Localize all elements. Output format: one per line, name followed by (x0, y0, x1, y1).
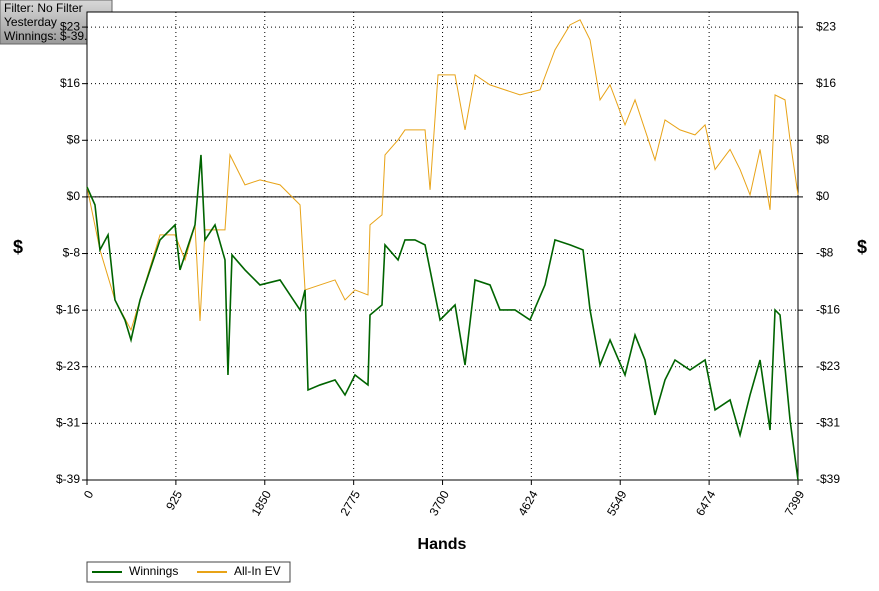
series-line (86, 154, 799, 481)
y-axis-title: $ (13, 237, 23, 257)
legend (86, 561, 291, 583)
x-tick-label: 6474 (693, 488, 719, 518)
y2-axis-title: $ (857, 237, 867, 257)
y2-tick-label: $23 (816, 19, 836, 33)
filter-text: Filter: No Filter (4, 1, 83, 15)
y2-tick-label: -$8 (816, 246, 834, 260)
y-tick-label: $-23 (56, 359, 80, 373)
x-tick-label: 3700 (426, 488, 452, 518)
period-text: Yesterday (4, 15, 57, 29)
x-tick-label: 0 (81, 488, 97, 501)
legend-label: Winnings (129, 564, 178, 578)
y-tick-label: $0 (67, 189, 81, 203)
y-tick-label: $8 (67, 132, 81, 146)
y-tick-label: $16 (60, 76, 80, 90)
x-axis-title: Hands (418, 536, 467, 553)
y-tick-label: $23 (60, 19, 80, 33)
y2-tick-label: $8 (816, 132, 830, 146)
x-tick-label: 925 (163, 488, 185, 513)
x-tick-label: 4624 (515, 488, 541, 518)
y2-tick-label: $16 (816, 76, 836, 90)
series-line (86, 19, 799, 332)
y2-tick-label: -$31 (816, 416, 840, 430)
legend-label: All-In EV (234, 564, 281, 578)
winnings-text: Winnings: $-39.04 (4, 29, 101, 43)
y2-tick-label: -$16 (816, 302, 840, 316)
y-tick-label: $-16 (56, 302, 80, 316)
x-tick-label: 2775 (338, 488, 364, 518)
y2-tick-label: -$23 (816, 359, 840, 373)
plot-area (86, 11, 799, 481)
y-tick-label: $-39 (56, 472, 80, 486)
y-tick-label: $-8 (63, 246, 81, 260)
x-tick-label: 5549 (604, 488, 630, 518)
x-tick-label: 1850 (249, 488, 275, 518)
y2-tick-label: $0 (816, 189, 830, 203)
y2-tick-label: -$39 (816, 472, 840, 486)
x-tick-label: 7399 (782, 488, 808, 518)
y-tick-label: $-31 (56, 416, 80, 430)
